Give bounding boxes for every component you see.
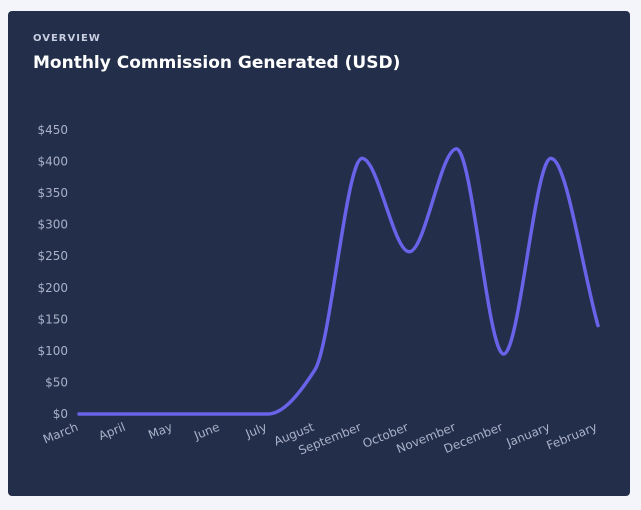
x-axis-ticks: March April May June July AugustSeptemberOcto…	[41, 420, 599, 458]
y-tick-label: $0	[53, 407, 68, 421]
y-axis-ticks: $0 $50 $100 $150 $200 $250 $300 $350 $400 $450	[37, 123, 68, 421]
x-tick-label: June	[191, 420, 221, 443]
commission-line-chart: $0 $50 $100 $150 $200 $250 $300 $350 $400 $450 Ma…	[37, 123, 600, 458]
y-tick-label: $250	[37, 249, 68, 263]
x-tick-label: March	[41, 420, 80, 447]
x-tick-label: January	[504, 420, 552, 450]
y-tick-label: $50	[45, 375, 68, 389]
y-tick-label: $100	[37, 344, 68, 358]
series-line-commission	[77, 147, 600, 416]
y-tick-label: $350	[37, 186, 68, 200]
chart-title: Monthly Commission Generated (USD)	[33, 53, 401, 73]
x-tick-label: May	[146, 420, 174, 442]
y-tick-label: $400	[37, 155, 68, 169]
y-tick-label: $150	[37, 312, 68, 326]
y-tick-label: $450	[37, 123, 68, 137]
y-tick-label: $300	[37, 218, 68, 232]
chart-card: OVERVIEW Monthly Commission Generated (U…	[8, 11, 630, 496]
x-tick-label: July	[243, 420, 269, 441]
y-tick-label: $200	[37, 281, 68, 295]
x-tick-label: April	[97, 420, 128, 443]
x-tick-label: February	[545, 420, 600, 453]
card-eyebrow: OVERVIEW	[33, 33, 101, 44]
